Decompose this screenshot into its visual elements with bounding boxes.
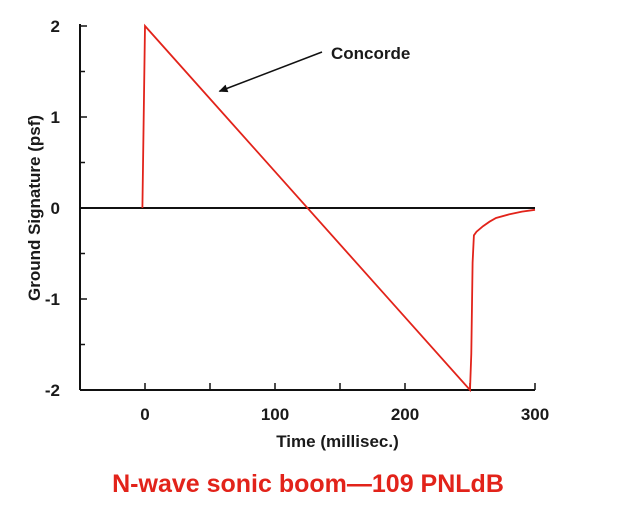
annotation-arrow: [218, 51, 323, 93]
y-tick-label: 1: [51, 108, 60, 127]
chart-caption: N-wave sonic boom—109 PNLdB: [112, 470, 504, 498]
series: [141, 23, 536, 393]
x-axis-title: Time (millisec.): [276, 432, 399, 451]
x-tick-label: 100: [261, 405, 289, 424]
y-tick-label: -2: [45, 381, 60, 400]
y-axis-title: Ground Signature (psf): [25, 115, 44, 301]
series-line: [141, 23, 536, 393]
x-tick-label: 200: [391, 405, 419, 424]
y-tick-label: 0: [51, 199, 60, 218]
y-tick-label: 2: [51, 17, 60, 36]
x-tick-label: 0: [140, 405, 149, 424]
ticks: 2 1 0 -1 -2 0 100 200 300: [45, 17, 549, 424]
annotation-label: Concorde: [331, 44, 410, 63]
annotations: Concorde: [218, 44, 410, 93]
y-tick-label: -1: [45, 290, 60, 309]
x-tick-label: 300: [521, 405, 549, 424]
